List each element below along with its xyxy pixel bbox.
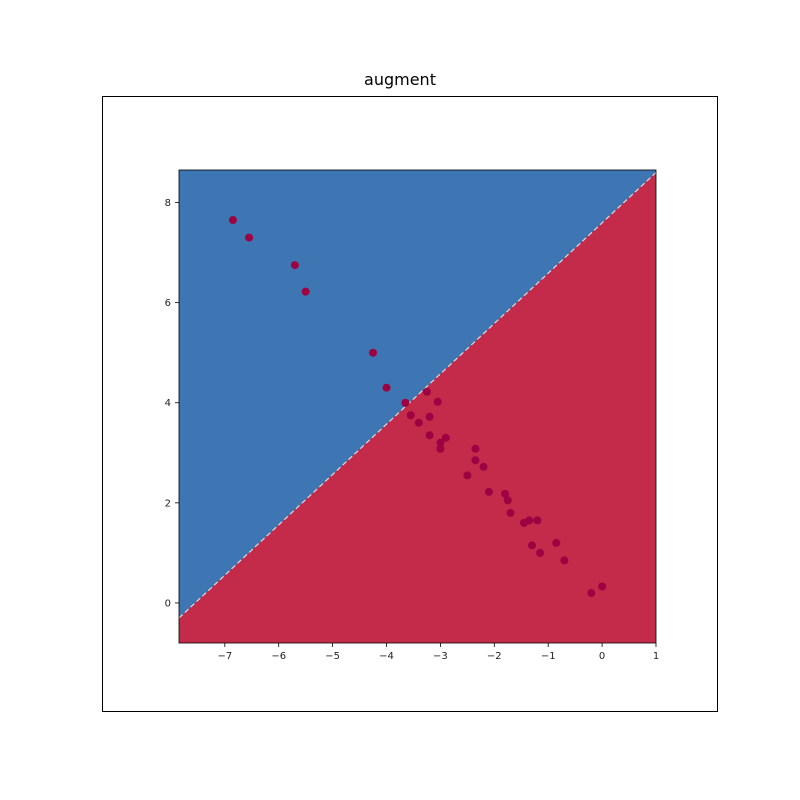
x-tick-label: −4 <box>379 651 394 662</box>
data-point <box>369 348 378 357</box>
decision-boundary-line <box>178 172 657 619</box>
data-point <box>506 508 515 517</box>
data-point <box>245 233 254 242</box>
data-point <box>536 548 545 557</box>
data-point <box>528 541 537 550</box>
y-tick-label: 4 <box>165 398 171 409</box>
y-tick-label: 6 <box>165 298 171 309</box>
data-point <box>503 496 512 505</box>
x-tick-label: 0 <box>599 651 605 662</box>
data-point <box>425 431 434 440</box>
chart-title: augment <box>364 70 436 89</box>
x-tick-label: −5 <box>325 651 340 662</box>
data-point <box>471 456 480 465</box>
data-point <box>433 397 442 406</box>
x-tick-label: −6 <box>271 651 286 662</box>
data-point <box>301 287 310 296</box>
y-tick-label: 2 <box>165 498 171 509</box>
data-point <box>425 412 434 421</box>
data-point <box>401 398 410 407</box>
data-point <box>560 556 569 565</box>
data-point <box>436 444 445 453</box>
data-point <box>228 216 237 225</box>
y-tick-label: 0 <box>165 598 171 609</box>
data-point <box>533 516 542 525</box>
data-point <box>471 444 480 453</box>
x-tick-label: −2 <box>487 651 502 662</box>
data-point <box>441 433 450 442</box>
data-point <box>382 383 391 392</box>
data-point <box>525 516 534 525</box>
data-point <box>484 487 493 496</box>
x-tick-label: 1 <box>653 651 659 662</box>
data-point <box>290 261 299 270</box>
y-tick-label: 8 <box>165 198 171 209</box>
data-point <box>479 462 488 471</box>
x-tick-label: −3 <box>433 651 448 662</box>
plot-frame <box>178 169 657 644</box>
data-point <box>463 471 472 480</box>
data-point <box>414 418 423 427</box>
region-lower-right <box>179 172 656 644</box>
data-point <box>501 489 510 498</box>
data-point <box>598 582 607 591</box>
data-point <box>406 411 415 420</box>
data-point <box>587 588 596 597</box>
data-point <box>422 387 431 396</box>
x-tick-label: −7 <box>217 651 232 662</box>
data-point <box>436 438 445 447</box>
x-tick-label: −1 <box>541 651 556 662</box>
data-point <box>552 538 561 547</box>
